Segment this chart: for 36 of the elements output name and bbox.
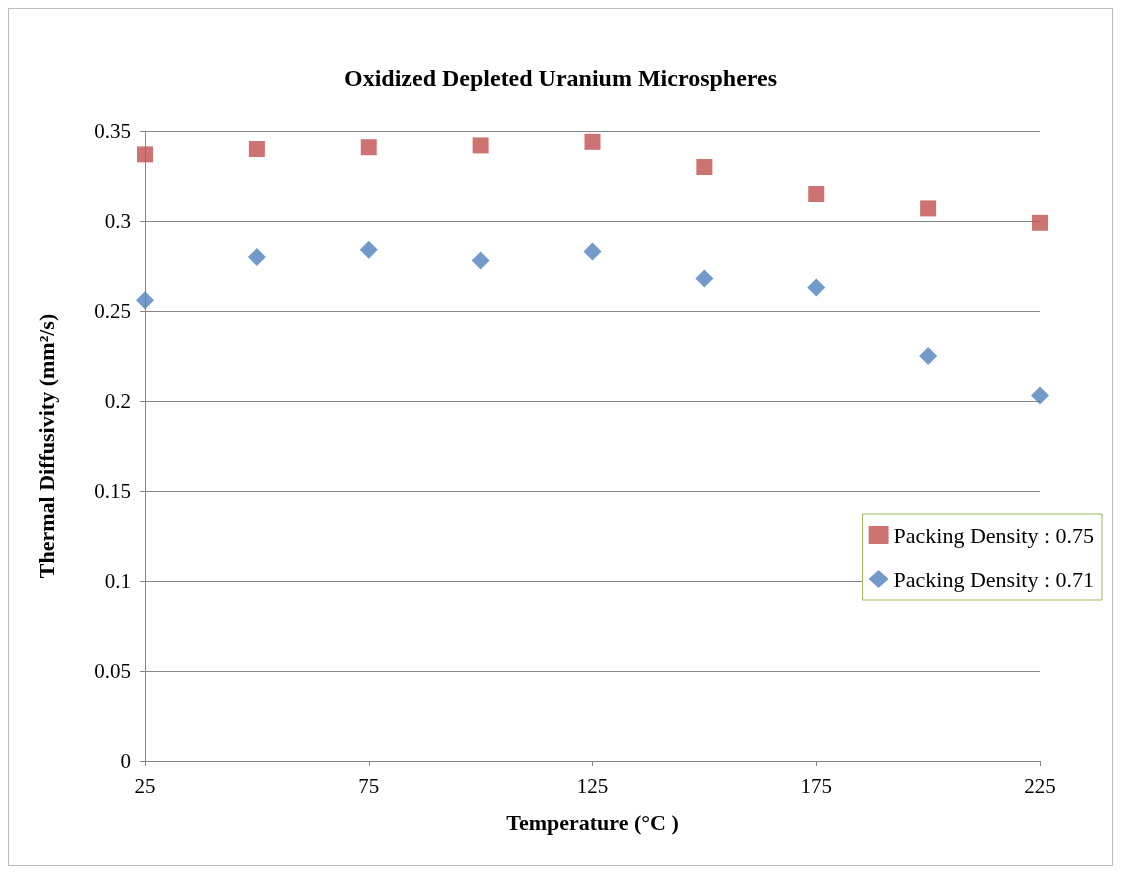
point: [472, 137, 489, 154]
y-tick-label: 0.15: [94, 479, 131, 503]
x-axis-title: Temperature (°C ): [506, 809, 679, 835]
y-tick-label: 0.05: [94, 659, 131, 683]
x-tick-label: 75: [358, 773, 380, 798]
point: [247, 248, 266, 266]
point: [1031, 386, 1049, 405]
point: [359, 240, 378, 259]
y-tick-label: 0.2: [104, 389, 131, 413]
x-tick-label: 125: [576, 773, 609, 798]
y-tick-label: 0.3: [104, 209, 131, 233]
point: [584, 133, 601, 150]
point: [807, 278, 826, 297]
point: [471, 251, 490, 270]
point: [248, 141, 265, 157]
point: [696, 159, 713, 175]
y-axis-title: Thermal Diffusivity (mm²/s): [33, 313, 59, 579]
y-tick-label: 0.25: [94, 299, 131, 323]
point: [1032, 214, 1048, 231]
chart-title: Oxidized Depleted Uranium Microspheres: [343, 65, 778, 91]
point: [136, 291, 154, 310]
point: [360, 139, 377, 156]
point: [583, 242, 602, 261]
x-tick-label: 25: [134, 773, 156, 798]
x-tick-label: 225: [1024, 773, 1056, 798]
point: [137, 146, 153, 163]
y-tick-label: 0.35: [94, 119, 131, 143]
x-tick-label: 175: [800, 773, 832, 798]
y-tick-label: 0: [120, 749, 131, 773]
y-tick-label: 0.1: [104, 569, 131, 593]
point: [919, 347, 938, 365]
legend-label: Packing Density : 0.71: [893, 566, 1095, 592]
point: [920, 200, 937, 217]
point: [808, 186, 825, 202]
legend-label: Packing Density : 0.75: [893, 522, 1095, 548]
point: [695, 269, 714, 288]
